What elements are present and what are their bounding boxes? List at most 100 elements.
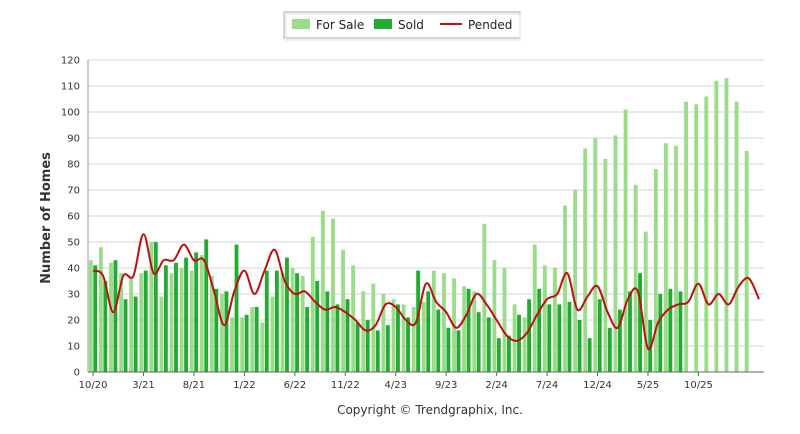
legend-label-pended: Pended [468, 18, 512, 32]
bar-for-sale [189, 270, 194, 372]
bar-sold [557, 304, 562, 372]
bar-for-sale [482, 223, 487, 372]
y-tick-label: 100 [61, 108, 80, 119]
bar-sold [305, 307, 310, 372]
bar-sold [93, 265, 98, 372]
x-tick-label: 4/23 [384, 380, 406, 391]
bar-sold [234, 244, 239, 372]
bar-sold [577, 320, 582, 372]
y-tick-label: 110 [61, 82, 80, 93]
bar-for-sale [684, 101, 689, 372]
bar-for-sale [512, 304, 517, 372]
bar-for-sale [381, 294, 386, 372]
bar-for-sale [563, 205, 567, 372]
y-tick-label: 40 [67, 264, 80, 275]
bar-sold [325, 291, 330, 372]
bar-sold [184, 257, 188, 372]
bar-for-sale [613, 135, 618, 372]
y-tick-label: 70 [67, 186, 80, 197]
bar-sold [143, 270, 148, 372]
bar-for-sale [139, 273, 144, 372]
bar-sold [244, 314, 249, 372]
bar-for-sale [179, 268, 184, 372]
bar-sold [668, 288, 673, 372]
x-tick-label: 5/25 [637, 380, 659, 391]
bar-for-sale [694, 104, 699, 372]
bar-sold [618, 309, 622, 372]
bar-for-sale [542, 265, 547, 372]
bar-for-sale [643, 231, 648, 372]
copyright-credit: Copyright © Trendgraphix, Inc. [337, 403, 523, 417]
bar-sold [537, 288, 542, 372]
bar-for-sale [714, 80, 719, 373]
y-tick-label: 10 [67, 342, 80, 353]
bar-sold [426, 291, 431, 372]
x-tick-label: 9/23 [435, 380, 457, 391]
legend-swatch-sold [374, 19, 392, 29]
bar-for-sale [674, 145, 678, 372]
bar-for-sale [623, 109, 628, 373]
bar-sold [517, 314, 521, 372]
bar-for-sale [593, 138, 598, 372]
bar-for-sale [664, 143, 668, 372]
bar-sold [486, 317, 491, 372]
bar-sold [456, 330, 461, 372]
bar-sold [396, 304, 400, 372]
bar-sold [163, 265, 168, 372]
bar-for-sale [109, 262, 113, 372]
x-tick-label: 7/24 [536, 380, 558, 391]
legend-swatch-for-sale [292, 19, 310, 29]
bar-sold [153, 242, 158, 372]
bar-for-sale [119, 273, 124, 372]
y-tick-label: 90 [67, 134, 80, 145]
bar-for-sale [361, 291, 366, 372]
bar-sold [416, 270, 421, 372]
legend-label-for-sale: For Sale [316, 18, 364, 32]
legend-label-sold: Sold [398, 18, 424, 32]
bar-for-sale [199, 255, 204, 372]
bar-sold [607, 327, 612, 372]
bar-sold [547, 304, 552, 372]
bar-sold [315, 281, 320, 372]
x-tick-label: 8/21 [183, 380, 205, 391]
bar-for-sale [129, 278, 134, 372]
bar-for-sale [260, 322, 265, 372]
bar-sold [335, 304, 340, 372]
y-axis-label: Number of Homes [39, 152, 54, 284]
bar-for-sale [310, 236, 315, 372]
bar-sold [264, 270, 269, 372]
legend-box [283, 11, 521, 39]
x-tick-label: 2/24 [485, 380, 507, 391]
bar-for-sale [633, 184, 638, 372]
bar-sold [406, 317, 410, 372]
bar-sold [385, 325, 390, 372]
bar-for-sale [653, 169, 658, 372]
bar-for-sale [573, 190, 578, 372]
bars [88, 78, 749, 373]
bar-for-sale [532, 244, 537, 372]
bar-for-sale [431, 270, 436, 372]
bar-for-sale [421, 301, 426, 372]
bar-sold [436, 309, 441, 372]
bar-for-sale [704, 96, 709, 373]
pended-line-layer [92, 233, 760, 351]
x-tick-label: 6/22 [284, 380, 306, 391]
bar-for-sale [502, 268, 507, 372]
bar-for-sale [724, 78, 729, 372]
y-tick-label: 120 [61, 56, 80, 67]
x-tick-label: 10/20 [79, 380, 108, 391]
bar-sold [285, 257, 289, 372]
bar-for-sale [472, 291, 477, 372]
x-tick-label: 10/25 [684, 380, 713, 391]
bar-sold [295, 273, 299, 372]
bar-sold [527, 299, 532, 372]
y-tick-label: 50 [67, 238, 80, 249]
bar-for-sale [553, 268, 557, 372]
bar-for-sale [744, 151, 749, 372]
bar-sold [628, 291, 632, 372]
bar-for-sale [220, 294, 224, 372]
bar-sold [133, 296, 138, 372]
bar-sold [375, 330, 380, 372]
x-tick-label: 1/22 [233, 380, 255, 391]
